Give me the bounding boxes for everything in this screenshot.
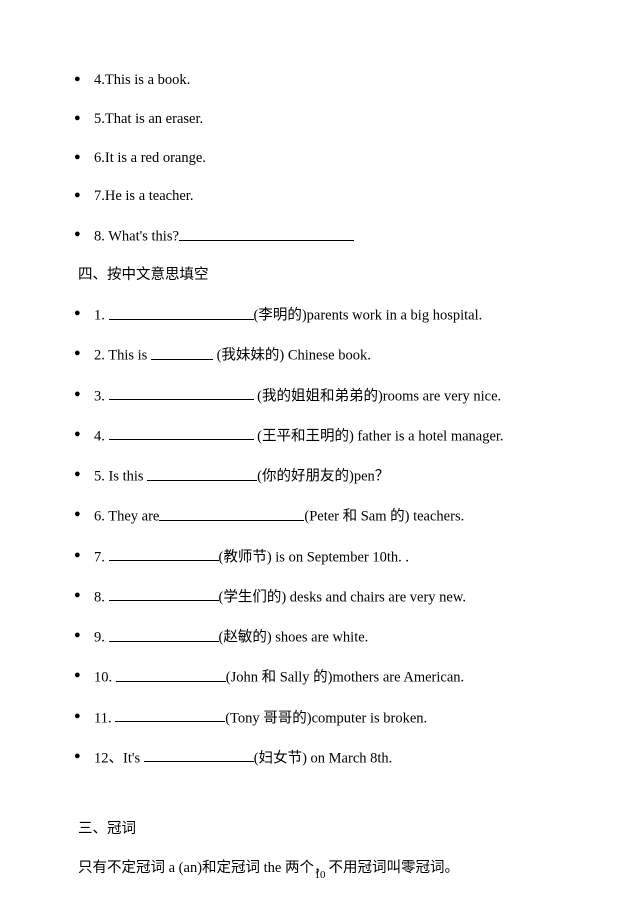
item-num: 6. They are <box>94 509 159 525</box>
spacer <box>78 787 572 811</box>
fill-blank[interactable] <box>109 626 219 642</box>
list-item: 1. (李明的)parents work in a big hospital. <box>78 304 572 327</box>
fill-blank[interactable] <box>159 505 304 521</box>
list-item: 3. (我的姐姐和弟弟的)rooms are very nice. <box>78 385 572 408</box>
list-item: 4. (王平和王明的) father is a hotel manager. <box>78 425 572 448</box>
heading-text: 三、冠词 <box>78 821 136 837</box>
fill-blank[interactable] <box>109 546 219 562</box>
item-num: 7. <box>94 549 105 565</box>
list-item: 6.It is a red orange. <box>78 148 572 170</box>
item-text: 5.That is an eraser. <box>94 111 203 127</box>
item-after: (你的好朋友的)pen？ <box>257 469 389 485</box>
item-after: (我的姐姐和弟弟的)rooms are very nice. <box>254 388 502 404</box>
item-num: 4. <box>94 428 105 444</box>
item-after: (妇女节) on March 8th. <box>254 750 393 766</box>
list-item: 6. They are (Peter 和 Sam 的) teachers. <box>78 505 572 528</box>
item-num: 2. This is <box>94 348 147 364</box>
fill-blank[interactable] <box>109 385 254 401</box>
list-item: 5. Is this (你的好朋友的)pen？ <box>78 465 572 488</box>
item-num: 8. <box>94 589 105 605</box>
section-heading: 四、按中文意思填空 <box>78 265 572 287</box>
list-item: 10. (John 和 Sally 的)mothers are American… <box>78 666 572 689</box>
item-after: (我妹妹的) Chinese book. <box>213 348 371 364</box>
heading-text: 四、按中文意思填空 <box>78 267 209 283</box>
item-num: 1. <box>94 308 105 324</box>
page-number: 10 <box>0 869 640 881</box>
item-text: 6.It is a red orange. <box>94 150 206 166</box>
list-item: 8. What's this? <box>78 225 572 248</box>
fill-blank[interactable] <box>109 425 254 441</box>
item-text: 8. What's this? <box>94 229 179 245</box>
fill-blank[interactable] <box>144 747 254 763</box>
list-item: 7. (教师节) is on September 10th. . <box>78 546 572 569</box>
item-num: 5. Is this <box>94 469 144 485</box>
item-num: 11. <box>94 710 112 726</box>
item-after: (Peter 和 Sam 的) teachers. <box>304 509 464 525</box>
fill-blank[interactable] <box>116 666 226 682</box>
fill-blank[interactable] <box>147 465 257 481</box>
item-after: (王平和王明的) father is a hotel manager. <box>254 428 504 444</box>
item-after: (教师节) is on September 10th. . <box>219 549 410 565</box>
list-item: 12、It's (妇女节) on March 8th. <box>78 747 572 770</box>
list-item: 9. (赵敏的) shoes are white. <box>78 626 572 649</box>
page-number-text: 10 <box>315 869 326 881</box>
fill-blank[interactable] <box>151 344 213 360</box>
fill-blank[interactable] <box>179 225 354 241</box>
fill-blank[interactable] <box>109 586 219 602</box>
list-item: 4.This is a book. <box>78 70 572 92</box>
fill-blank[interactable] <box>109 304 254 320</box>
item-text: 7.He is a teacher. <box>94 188 193 204</box>
item-after: (李明的)parents work in a big hospital. <box>254 308 483 324</box>
page: 4.This is a book. 5.That is an eraser. 6… <box>0 0 640 905</box>
item-num: 9. <box>94 630 109 646</box>
fill-blank[interactable] <box>115 707 225 723</box>
item-after: (John 和 Sally 的)mothers are American. <box>226 670 464 686</box>
item-text: 4.This is a book. <box>94 72 190 88</box>
item-after: (Tony 哥哥的)computer is broken. <box>225 710 427 726</box>
item-after: (学生们的) desks and chairs are very new. <box>219 589 467 605</box>
list-item: 11. (Tony 哥哥的)computer is broken. <box>78 707 572 730</box>
item-num: 12、It's <box>94 750 140 766</box>
item-num: 3. <box>94 388 105 404</box>
list-item: 8. (学生们的) desks and chairs are very new. <box>78 586 572 609</box>
section-heading: 三、冠词 <box>78 819 572 841</box>
item-after: (赵敏的) shoes are white. <box>219 630 369 646</box>
item-num: 10. <box>94 670 112 686</box>
list-item: 7.He is a teacher. <box>78 186 572 208</box>
list-item: 2. This is (我妹妹的) Chinese book. <box>78 344 572 367</box>
list-item: 5.That is an eraser. <box>78 109 572 131</box>
